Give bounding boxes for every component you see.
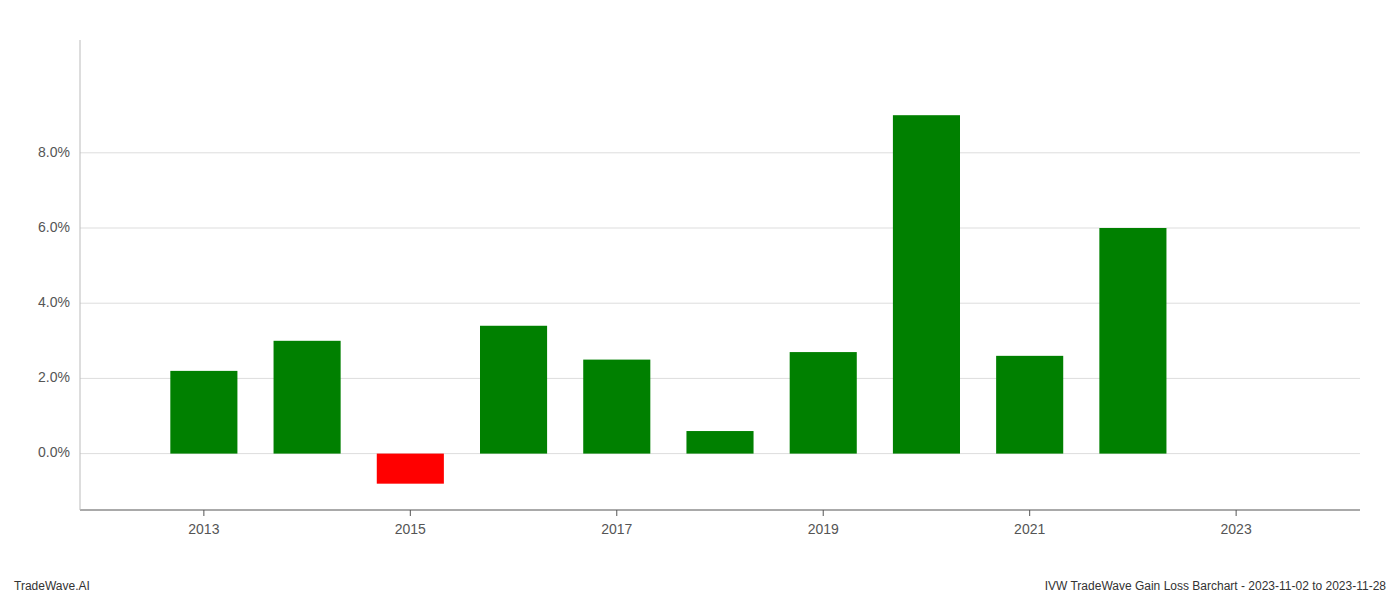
x-tick-label: 2015	[395, 521, 426, 537]
bar	[274, 341, 341, 454]
grid-line	[80, 303, 1360, 304]
x-tick	[410, 510, 411, 516]
x-tick	[203, 510, 204, 516]
x-tick-label: 2021	[1014, 521, 1045, 537]
x-tick-label: 2019	[808, 521, 839, 537]
y-tick-label: 6.0%	[38, 219, 70, 235]
y-tick-label: 2.0%	[38, 369, 70, 385]
grid-line	[80, 152, 1360, 153]
y-axis-line	[80, 40, 81, 510]
bar	[996, 356, 1063, 454]
x-tick	[823, 510, 824, 516]
bar	[893, 115, 960, 453]
bar	[790, 352, 857, 454]
bar	[377, 454, 444, 484]
bars	[170, 115, 1166, 483]
x-axis-line	[80, 510, 1360, 511]
x-tick	[1236, 510, 1237, 516]
x-tick	[1029, 510, 1030, 516]
bar	[170, 371, 237, 454]
x-tick	[616, 510, 617, 516]
bar	[480, 326, 547, 454]
bar	[583, 360, 650, 454]
footer: TradeWave.AI	[14, 579, 90, 593]
grid	[80, 153, 1360, 454]
x-tick-label: 2013	[188, 521, 219, 537]
y-tick-label: 8.0%	[38, 144, 70, 160]
bar	[1099, 228, 1166, 454]
x-tick-label: 2023	[1221, 521, 1252, 537]
y-tick-label: 0.0%	[38, 444, 70, 460]
grid-line	[80, 228, 1360, 229]
grid-line	[80, 378, 1360, 379]
chart: 0.0% 2.0% 4.0% 6.0% 8.0% 2013 2015 2017 2019 2021…	[0, 0, 1400, 600]
bar	[686, 431, 753, 454]
x-tick-label: 2017	[601, 521, 632, 537]
y-tick-label: 4.0%	[38, 294, 70, 310]
footer: IVW TradeWave Gain Loss Barchart - 2023-…	[1045, 579, 1387, 593]
